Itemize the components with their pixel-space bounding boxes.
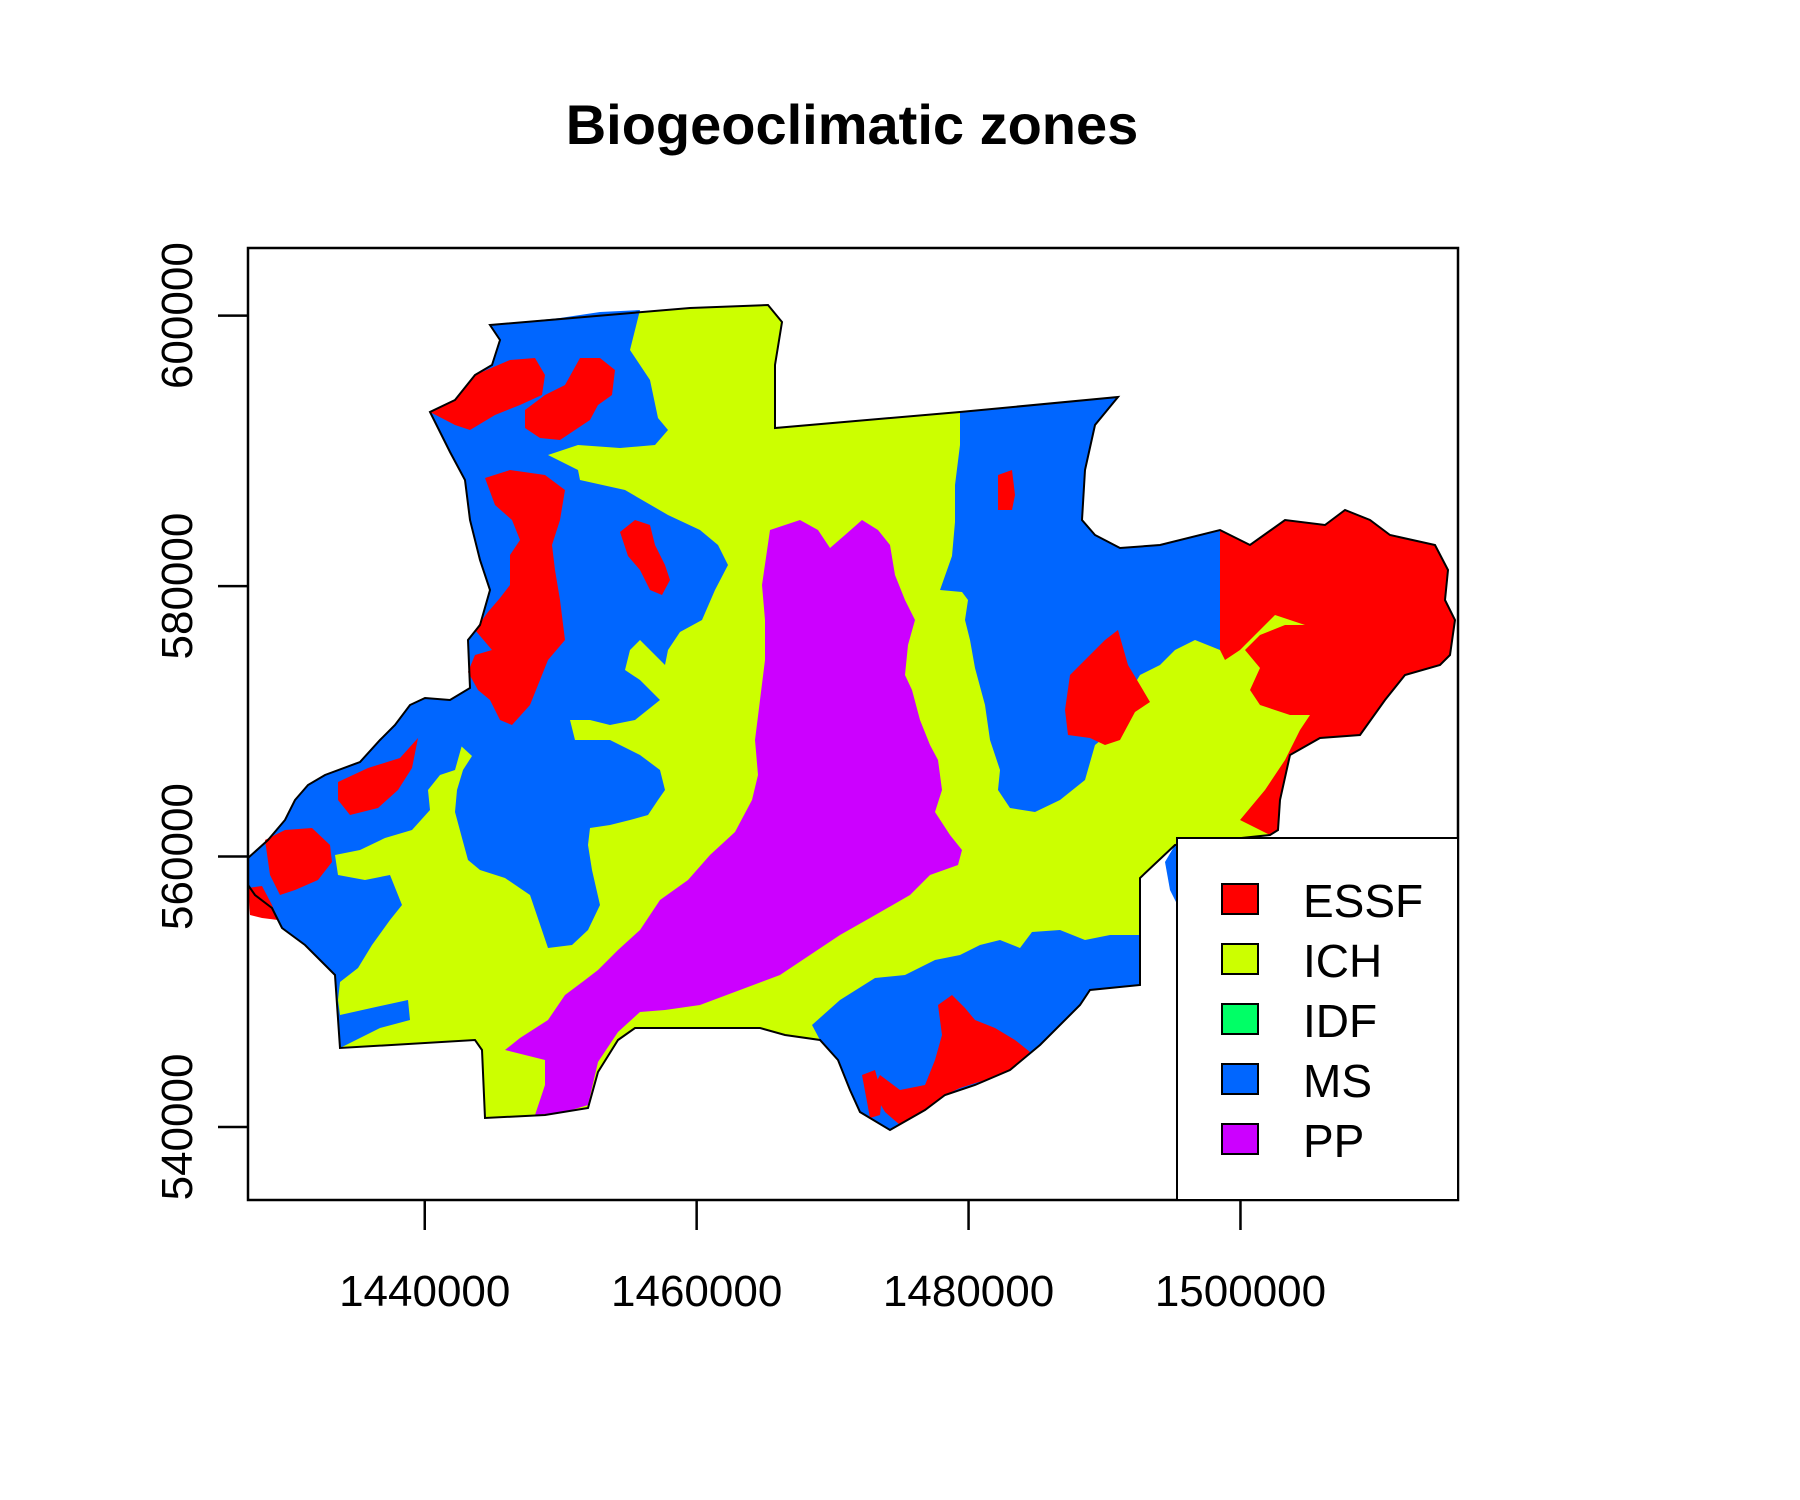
- x-tick-label: 1500000: [1155, 1267, 1326, 1316]
- essf-center-north: [620, 520, 670, 595]
- essf-west-1: [338, 738, 418, 815]
- legend-swatch-ich: [1221, 943, 1259, 975]
- legend-entry-ms: MS: [1221, 1055, 1372, 1107]
- ms-west-band: [248, 705, 462, 1048]
- map-layer: [248, 303, 1457, 1132]
- legend-label-ms: MS: [1303, 1055, 1372, 1107]
- legend-entry-ich: ICH: [1221, 935, 1382, 987]
- y-tick-label: 540000: [153, 1054, 202, 1201]
- y-tick-label: 560000: [153, 783, 202, 930]
- legend-entry-pp: PP: [1221, 1115, 1364, 1167]
- x-tick-label: 1480000: [883, 1267, 1054, 1316]
- legend-label-idf: IDF: [1303, 995, 1377, 1047]
- plot-frame: [246, 246, 1460, 1202]
- legend-label-ich: ICH: [1303, 935, 1382, 987]
- study-area-boundary: [248, 303, 1457, 1132]
- essf-northwest-2: [525, 358, 615, 440]
- zone-pp-region: [505, 520, 962, 1115]
- essf-east-small: [998, 470, 1015, 510]
- essf-east-mid: [1065, 630, 1150, 745]
- x-axis: 1440000 1460000 1480000 1500000: [339, 1200, 1326, 1316]
- legend-swatch-idf: [1221, 1003, 1259, 1035]
- zone-essf: [248, 358, 1455, 1125]
- essf-south-small: [862, 1070, 882, 1118]
- essf-west-2: [265, 828, 332, 895]
- legend-entry-idf: IDF: [1221, 995, 1377, 1047]
- legend-label-pp: PP: [1303, 1115, 1364, 1167]
- essf-west-large: [468, 470, 565, 725]
- essf-far-east: [1220, 510, 1455, 835]
- legend-swatch-essf: [1221, 883, 1259, 915]
- x-tick-label: 1460000: [611, 1267, 782, 1316]
- ms-northwest-block: [410, 310, 728, 948]
- y-tick-label: 600000: [153, 242, 202, 389]
- y-axis: 540000 560000 580000 600000: [153, 242, 248, 1200]
- legend-swatch-pp: [1221, 1123, 1259, 1155]
- legend-label-essf: ESSF: [1303, 875, 1423, 927]
- essf-northwest-1: [430, 358, 545, 430]
- essf-south: [872, 995, 1030, 1125]
- legend: ESSF ICH IDF MS PP: [1176, 837, 1459, 1201]
- legend-swatch-ms: [1221, 1063, 1259, 1095]
- y-tick-label: 580000: [153, 513, 202, 660]
- legend-entry-essf: ESSF: [1221, 875, 1423, 927]
- x-tick-label: 1440000: [339, 1267, 510, 1316]
- map-title: Biogeoclimatic zones: [566, 93, 1139, 156]
